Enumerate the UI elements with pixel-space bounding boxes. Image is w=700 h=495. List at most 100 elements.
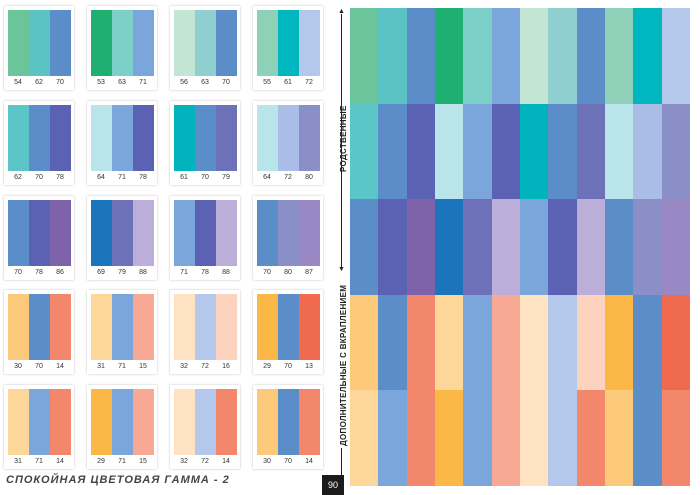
color-code-label: 71 <box>118 363 126 370</box>
color-code-label: 70 <box>284 363 292 370</box>
color-code-label: 54 <box>14 79 22 86</box>
palette-cell <box>350 8 379 105</box>
swatch-card: 31 71 14 <box>4 385 74 469</box>
color-code-label: 29 <box>263 363 271 370</box>
swatch-card: 32 72 16 <box>170 290 240 374</box>
palette-cell <box>633 294 663 391</box>
color-code-label: 78 <box>139 174 147 181</box>
palette-cell <box>605 390 634 487</box>
color-code-label: 70 <box>35 174 43 181</box>
color-strip <box>174 389 195 455</box>
color-code-label: 56 <box>180 79 188 86</box>
color-code-label: 53 <box>97 79 105 86</box>
color-strip <box>195 10 216 76</box>
color-strip <box>216 105 237 171</box>
palette-cell <box>491 103 521 200</box>
color-code-label: 79 <box>222 174 230 181</box>
color-strip <box>50 389 71 455</box>
palette-cell <box>605 199 634 296</box>
color-code-label: 16 <box>222 363 230 370</box>
color-code-label: 72 <box>201 363 209 370</box>
palette-cell <box>605 8 634 105</box>
palette-cell <box>633 103 663 200</box>
color-code-label: 70 <box>284 458 292 465</box>
color-code-label: 78 <box>201 269 209 276</box>
swatch-card: 30 70 14 <box>4 290 74 374</box>
color-code-label: 80 <box>284 269 292 276</box>
color-code-label: 64 <box>97 174 105 181</box>
color-strip <box>299 105 320 171</box>
color-strip <box>216 10 237 76</box>
color-code-label: 14 <box>222 458 230 465</box>
color-code-label: 32 <box>180 458 188 465</box>
palette-cell <box>548 199 578 296</box>
swatch-card: 32 72 14 <box>170 385 240 469</box>
palette-cell <box>350 294 379 391</box>
palette-cell <box>633 8 663 105</box>
swatch-card: 53 63 71 <box>87 6 157 90</box>
color-strip <box>91 389 112 455</box>
color-strip <box>50 200 71 266</box>
palette-cell <box>406 8 436 105</box>
color-strip <box>112 10 133 76</box>
palette-cell <box>548 103 578 200</box>
swatch-card: 70 80 87 <box>253 196 323 280</box>
color-strip <box>257 10 278 76</box>
color-code-label: 71 <box>35 458 43 465</box>
swatch-cards: 54 62 70 53 63 71 56 63 70 55 61 72 62 70 78 64 71 78 61 70… <box>0 0 330 470</box>
palette-cell <box>576 294 606 391</box>
palette-cell <box>548 8 578 105</box>
color-strip <box>91 294 112 360</box>
color-strip <box>133 10 154 76</box>
swatch-card: 31 71 15 <box>87 290 157 374</box>
palette-cell <box>661 103 691 200</box>
palette-cell <box>378 199 408 296</box>
color-code-label: 71 <box>139 79 147 86</box>
palette-cell <box>491 390 521 487</box>
palette-cell <box>548 390 578 487</box>
palette-cell <box>435 390 464 487</box>
swatch-card: 71 78 88 <box>170 196 240 280</box>
color-strip <box>50 105 71 171</box>
color-strip <box>29 294 50 360</box>
color-code-label: 70 <box>201 174 209 181</box>
palette-cell <box>491 199 521 296</box>
color-code-label: 64 <box>263 174 271 181</box>
palette-cell <box>548 294 578 391</box>
swatch-card: 29 70 13 <box>253 290 323 374</box>
palette-cell <box>350 390 379 487</box>
color-strip <box>133 200 154 266</box>
color-strip <box>299 200 320 266</box>
color-code-label: 15 <box>139 458 147 465</box>
color-strip <box>278 389 299 455</box>
color-code-label: 30 <box>14 363 22 370</box>
related-arrow-down: ▼ <box>338 266 345 273</box>
palette-cell <box>435 8 464 105</box>
related-bracket-line <box>341 14 342 270</box>
palette-cell <box>491 294 521 391</box>
color-strip <box>174 200 195 266</box>
palette-cell <box>576 199 606 296</box>
color-strip <box>29 389 50 455</box>
color-code-label: 62 <box>14 174 22 181</box>
page-number: 90 <box>322 475 344 495</box>
color-strip <box>299 294 320 360</box>
palette-cell <box>435 199 464 296</box>
swatch-card: 30 70 14 <box>253 385 323 469</box>
color-strip <box>174 105 195 171</box>
color-strip <box>257 200 278 266</box>
color-code-label: 70 <box>263 269 271 276</box>
color-code-label: 70 <box>14 269 22 276</box>
palette-cell <box>520 294 549 391</box>
color-strip <box>112 294 133 360</box>
color-code-label: 71 <box>118 174 126 181</box>
palette-cell <box>435 103 464 200</box>
color-code-label: 61 <box>284 79 292 86</box>
color-code-label: 86 <box>56 269 64 276</box>
color-strip <box>8 10 29 76</box>
color-code-label: 87 <box>305 269 313 276</box>
color-strip <box>299 389 320 455</box>
color-strip <box>195 105 216 171</box>
color-strip <box>278 294 299 360</box>
palette-cell <box>435 294 464 391</box>
